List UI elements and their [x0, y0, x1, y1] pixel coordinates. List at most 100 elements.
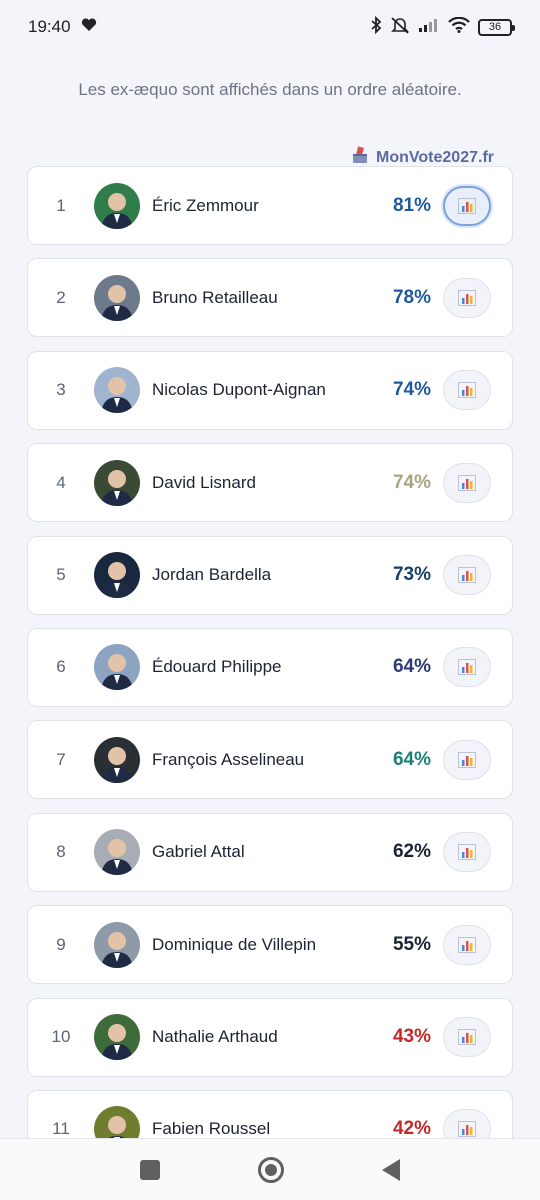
- candidate-row[interactable]: 8 Gabriel Attal 62%: [27, 812, 513, 892]
- candidate-score: 62%: [392, 841, 431, 863]
- avatar-shirt: [114, 952, 120, 962]
- candidate-avatar: [94, 552, 140, 599]
- stats-button[interactable]: [443, 185, 491, 226]
- mute-icon: [390, 16, 410, 39]
- bluetooth-icon: [370, 15, 382, 39]
- candidate-avatar: [94, 367, 140, 414]
- candidate-avatar: [94, 736, 140, 783]
- candidate-name: Édouard Philippe: [152, 657, 282, 677]
- stats-button[interactable]: [443, 555, 491, 596]
- candidate-avatar: [94, 1014, 140, 1061]
- system-nav-bar: [0, 1138, 540, 1200]
- avatar-face: [108, 839, 126, 858]
- candidate-score: 74%: [392, 379, 431, 401]
- candidate-score: 42%: [392, 1118, 431, 1140]
- candidate-score: 64%: [392, 656, 431, 678]
- avatar-shirt: [114, 398, 120, 408]
- stats-button[interactable]: [443, 370, 491, 411]
- stats-button[interactable]: [443, 1017, 491, 1058]
- candidate-avatar: [94, 921, 140, 968]
- rank-number: 7: [56, 749, 66, 769]
- candidate-avatar: [94, 274, 140, 321]
- rank-number: 5: [56, 565, 66, 585]
- candidate-name: Bruno Retailleau: [152, 287, 278, 307]
- candidate-score: 78%: [392, 286, 431, 308]
- candidate-name: François Asselineau: [152, 749, 305, 769]
- status-bar: 19:40 36: [0, 0, 540, 54]
- avatar-face: [108, 1116, 126, 1135]
- candidate-score: 43%: [392, 1026, 431, 1048]
- candidate-score: 55%: [392, 933, 431, 955]
- candidate-avatar: [94, 829, 140, 876]
- candidate-row[interactable]: 2 Bruno Retailleau 78%: [27, 258, 513, 338]
- avatar-face: [108, 469, 126, 488]
- candidate-name: Nicolas Dupont-Aignan: [152, 380, 326, 400]
- recents-icon[interactable]: [140, 1159, 160, 1180]
- candidate-name: Éric Zemmour: [152, 195, 259, 215]
- candidate-row[interactable]: 7 François Asselineau 64%: [27, 720, 513, 800]
- candidate-row[interactable]: 10 Nathalie Arthaud 43%: [27, 997, 513, 1077]
- ballot-box-icon: [351, 146, 369, 169]
- back-icon[interactable]: [382, 1158, 400, 1181]
- candidate-row[interactable]: 3 Nicolas Dupont-Aignan 74%: [27, 350, 513, 430]
- avatar-shirt: [114, 767, 120, 777]
- rank-number: 6: [56, 657, 66, 677]
- stats-button[interactable]: [443, 924, 491, 965]
- candidate-score: 81%: [392, 194, 431, 216]
- candidate-name: Nathalie Arthaud: [152, 1027, 278, 1047]
- bar-chart-icon: [458, 751, 476, 768]
- avatar-shirt: [114, 675, 120, 685]
- avatar-face: [108, 377, 126, 396]
- candidate-row[interactable]: 4 David Lisnard 74%: [27, 443, 513, 523]
- avatar-shirt: [114, 213, 120, 223]
- battery-icon: 36: [478, 18, 515, 36]
- bar-chart-icon: [458, 474, 476, 491]
- bar-chart-icon: [458, 844, 476, 861]
- stats-button[interactable]: [443, 832, 491, 873]
- bar-chart-icon: [458, 289, 476, 306]
- avatar-face: [108, 562, 126, 581]
- avatar-shirt: [114, 860, 120, 870]
- avatar-shirt: [114, 305, 120, 315]
- candidate-score: 73%: [392, 564, 431, 586]
- rank-number: 10: [51, 1027, 71, 1047]
- avatar-face: [108, 192, 126, 211]
- candidate-score: 64%: [392, 748, 431, 770]
- rank-number: 11: [52, 1119, 70, 1139]
- status-left: 19:40: [28, 17, 97, 37]
- ranking-list: 1 Éric Zemmour 81% 2: [27, 166, 513, 1182]
- stats-button[interactable]: [443, 647, 491, 688]
- stats-button[interactable]: [443, 462, 491, 503]
- rank-number: 9: [56, 934, 66, 954]
- home-icon[interactable]: [258, 1156, 284, 1183]
- candidate-row[interactable]: 1 Éric Zemmour 81%: [27, 166, 513, 245]
- candidate-row[interactable]: 5 Jordan Bardella 73%: [27, 535, 513, 615]
- wifi-icon: [448, 16, 470, 38]
- candidate-row[interactable]: 9 Dominique de Villepin 55%: [27, 905, 513, 985]
- heart-icon: [81, 17, 97, 37]
- avatar-shirt: [114, 490, 120, 500]
- candidate-name: Dominique de Villepin: [152, 934, 317, 954]
- tie-notice: Les ex-æquo sont affichés dans un ordre …: [78, 80, 462, 99]
- rank-number: 3: [56, 380, 66, 400]
- candidate-avatar: [94, 644, 140, 691]
- candidate-avatar: [94, 459, 140, 506]
- candidate-name: Fabien Roussel: [152, 1119, 271, 1139]
- bar-chart-icon: [458, 567, 476, 584]
- bar-chart-icon: [458, 659, 476, 676]
- avatar-face: [108, 654, 126, 673]
- bar-chart-icon: [458, 1029, 476, 1046]
- avatar-face: [108, 746, 126, 765]
- rank-number: 2: [56, 287, 66, 307]
- candidate-avatar: [94, 182, 140, 229]
- avatar-face: [108, 1024, 126, 1043]
- status-time: 19:40: [28, 17, 71, 36]
- stats-button[interactable]: [443, 277, 491, 318]
- stats-button[interactable]: [443, 739, 491, 780]
- rank-number: 4: [56, 472, 66, 492]
- candidate-name: Gabriel Attal: [152, 842, 245, 862]
- candidate-score: 74%: [392, 471, 431, 493]
- rank-number: 1: [56, 195, 66, 215]
- candidate-row[interactable]: 6 Édouard Philippe 64%: [27, 627, 513, 707]
- brand-link[interactable]: MonVote2027.fr: [351, 146, 494, 169]
